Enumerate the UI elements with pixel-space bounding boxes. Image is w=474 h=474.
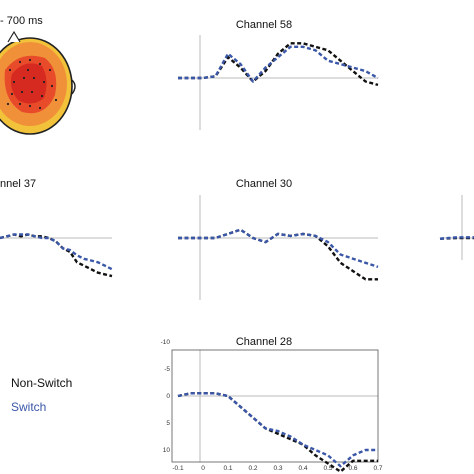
- channel-28-xtick: 0.4: [298, 465, 307, 472]
- channel-58-title: Channel 58: [236, 19, 292, 31]
- channel-edge-series-switch: [439, 236, 474, 240]
- electrode-dot: [42, 80, 46, 84]
- electrode-dot: [18, 60, 22, 64]
- legend-switch: Switch: [11, 400, 47, 414]
- channel-28-ytick: 0: [166, 393, 170, 400]
- channel-30-series-switch: [178, 228, 379, 269]
- channel-30-panel: Channel 30: [178, 178, 379, 300]
- channel-28-title: Channel 28: [236, 336, 292, 348]
- channel-28-ytick: 5: [166, 420, 170, 427]
- electrode-dot: [10, 92, 14, 96]
- channel-28-ytick: -5: [164, 366, 170, 373]
- topo-ear: [71, 79, 76, 95]
- electrode-dot: [26, 68, 30, 72]
- channel-28-axes-box: [171, 349, 379, 463]
- topo-head-outline: [0, 37, 73, 135]
- electrode-dot: [12, 80, 16, 84]
- channel-37-title: nnel 37: [0, 178, 36, 190]
- channel-28-xtick: 0.1: [223, 465, 232, 472]
- channel-28-series-switch: [177, 392, 378, 468]
- topo-nose: [7, 30, 21, 43]
- electrode-dot: [30, 90, 34, 94]
- channel-58-series-non-switch: [178, 42, 379, 87]
- electrode-dot: [28, 58, 32, 62]
- electrode-dot: [40, 94, 44, 98]
- electrode-dot: [28, 104, 32, 108]
- channel-edge-panel: [439, 195, 474, 260]
- channel-28-xtick: 0.2: [248, 465, 257, 472]
- electrode-dot: [6, 102, 10, 106]
- channel-37-series-switch: [0, 233, 113, 271]
- electrode-dot: [38, 106, 42, 110]
- legend-non-switch: Non-Switch: [11, 376, 73, 390]
- topo-electrodes: [6, 58, 58, 110]
- topo-title: - 700 ms: [0, 15, 43, 27]
- electrode-dot: [50, 84, 54, 88]
- channel-28-ytick: 10: [163, 447, 171, 454]
- electrode-dot: [22, 76, 26, 80]
- channel-28-xtick: 0: [201, 465, 205, 472]
- channel-28-xtick: 0.5: [323, 465, 332, 472]
- electrode-dot: [48, 68, 52, 72]
- channel-28-xtick: -0.1: [172, 465, 184, 472]
- channel-28-xtick: 0.3: [273, 465, 282, 472]
- electrode-dot: [38, 62, 42, 66]
- electrode-dot: [20, 90, 24, 94]
- topo-peak-region: [10, 63, 47, 104]
- channel-58-panel: Channel 58: [178, 19, 379, 130]
- channel-28-panel: Channel 28-10-5051015-0.100.10.20.30.40.…: [161, 336, 383, 473]
- channel-37-panel: [0, 233, 113, 278]
- channel-37-series-non-switch: [0, 233, 113, 278]
- electrode-dot: [8, 68, 12, 72]
- channel-28-ytick: -10: [161, 339, 171, 346]
- electrode-dot: [18, 102, 22, 106]
- channel-28-xtick: 0.7: [373, 465, 382, 472]
- channel-28-xtick: 0.6: [348, 465, 357, 472]
- electrode-dot: [54, 98, 58, 102]
- channel-30-title: Channel 30: [236, 178, 292, 190]
- channel-58-series-switch: [178, 45, 379, 83]
- electrode-dot: [32, 76, 36, 80]
- topo-map: - 700 ms: [0, 15, 76, 135]
